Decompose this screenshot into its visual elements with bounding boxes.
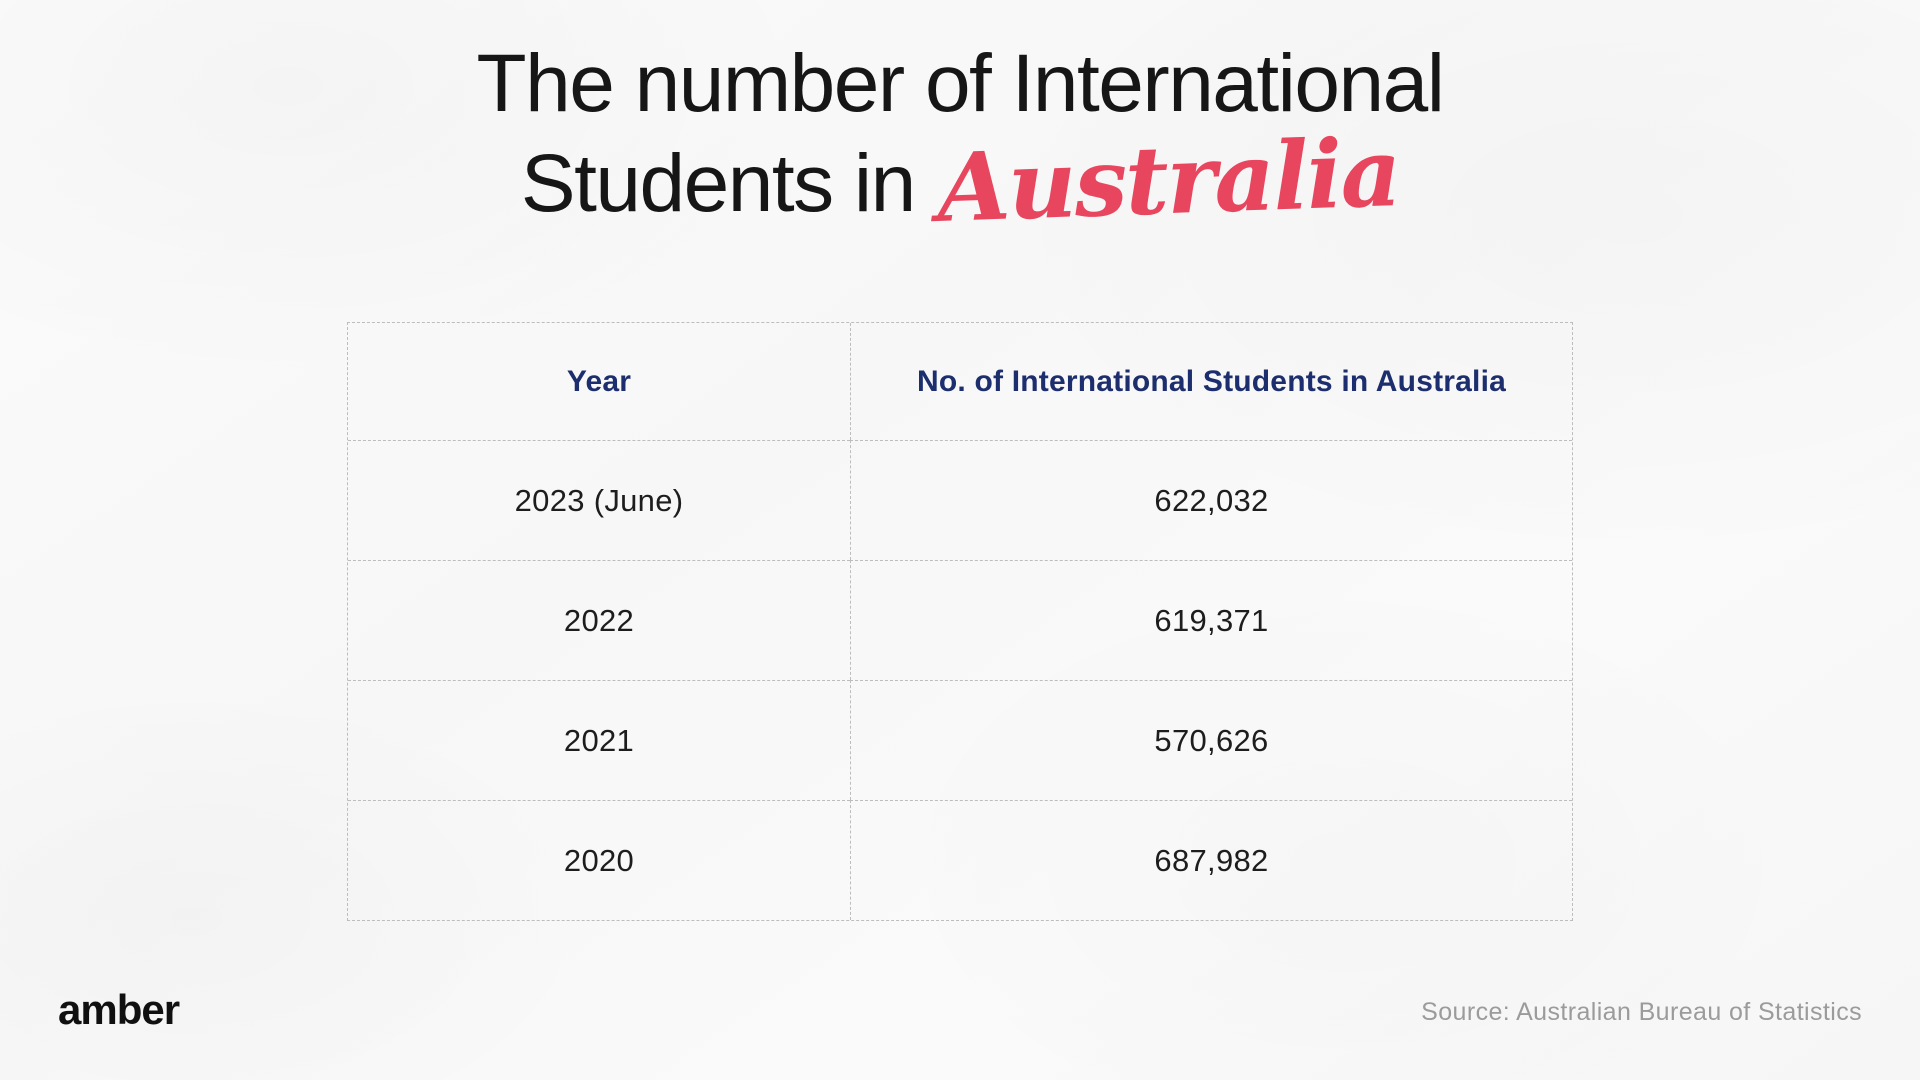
- page-title-line2-prefix: Students in: [520, 137, 916, 229]
- table-row-year: 2020: [348, 800, 850, 920]
- table-row-year: 2022: [348, 560, 850, 680]
- table-header-year: Year: [566, 364, 632, 398]
- page-title-line2: Students in Australia: [0, 118, 1920, 244]
- amber-logo: amber: [58, 986, 180, 1033]
- table-row-value: 687,982: [850, 800, 1572, 920]
- table-row-value: 622,032: [850, 440, 1572, 560]
- table-row-year: 2021: [348, 680, 850, 800]
- page-title: The number of International Students in …: [0, 38, 1920, 244]
- table-row-value: 570,626: [850, 680, 1572, 800]
- page-title-line1: The number of International: [476, 38, 1445, 129]
- students-table: Year No. of International Students in Au…: [347, 322, 1573, 921]
- page-title-highlight: Australia: [934, 117, 1401, 244]
- table-header-students: No. of International Students in Austral…: [850, 323, 1572, 440]
- table-row-value: 619,371: [850, 560, 1572, 680]
- table-row-year: 2023 (June): [348, 440, 850, 560]
- source-attribution: Source: Australian Bureau of Statistics: [1421, 998, 1862, 1026]
